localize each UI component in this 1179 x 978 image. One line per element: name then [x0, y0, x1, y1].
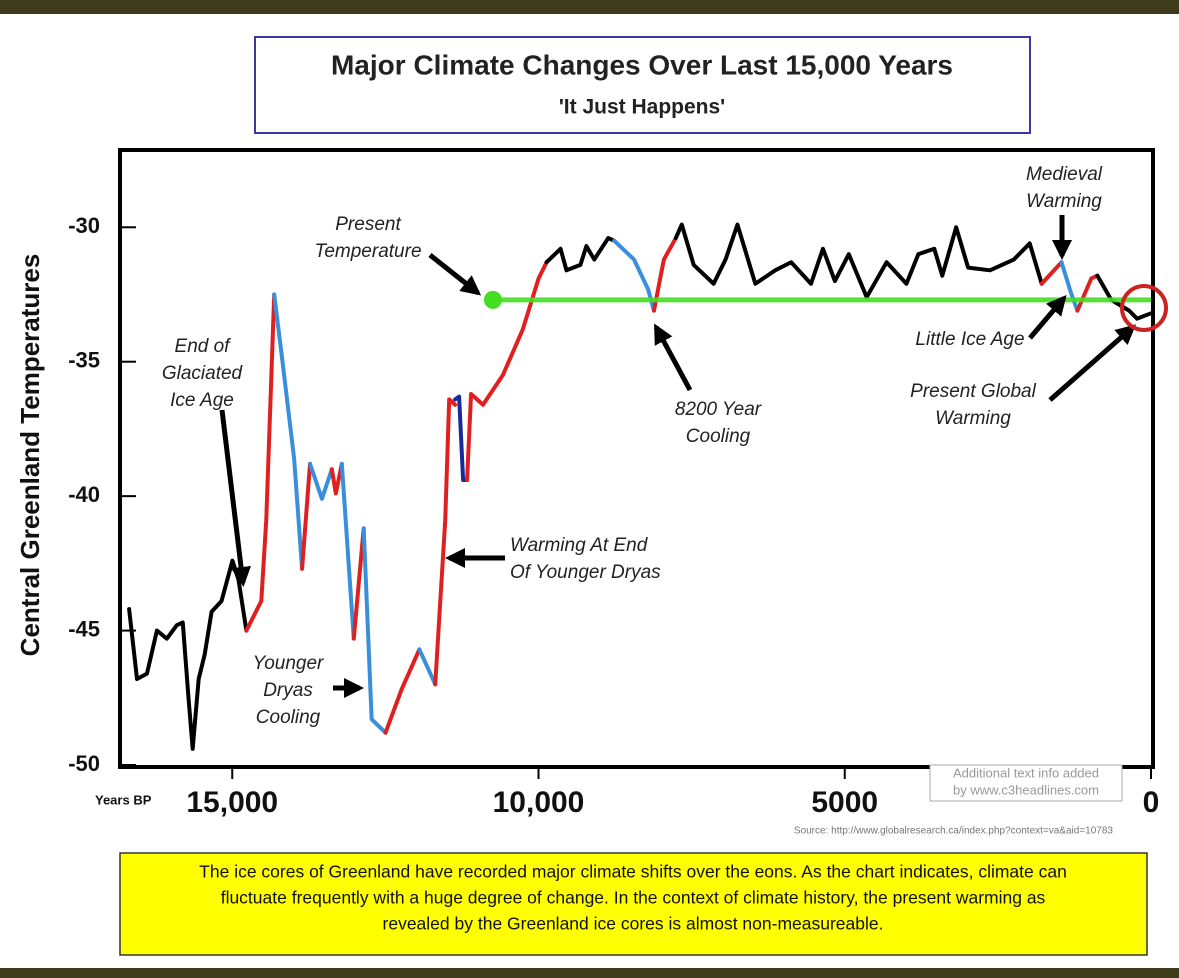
arrow [1048, 324, 1137, 402]
line-segment [308, 461, 334, 501]
chart-subtitle: 'It Just Happens' [559, 96, 725, 119]
caption: The ice cores of Greenland have recorded… [199, 862, 1067, 882]
x-tick-label: 0 [1143, 786, 1160, 819]
line-segment [339, 461, 356, 641]
y-tick-label: -35 [68, 348, 100, 373]
arrow [428, 253, 482, 296]
y-axis-label: Central Greenland Temperatures [15, 254, 45, 657]
line-segment [1039, 260, 1064, 286]
annotation: Warming [935, 408, 1011, 429]
arrows [219, 215, 1137, 698]
x-tick-label: 10,000 [493, 786, 585, 819]
line-segment [361, 526, 388, 735]
annotation: 8200 Year [675, 399, 762, 420]
top-bar [0, 0, 1179, 14]
source: Source: http://www.globalresearch.ca/ind… [794, 826, 1114, 837]
line-segment [272, 292, 305, 571]
line-segment [433, 397, 458, 687]
annotation: Dryas [263, 680, 313, 701]
watermark-box [929, 764, 1123, 802]
plot-frame [118, 148, 1155, 769]
watermark: by www.c3headlines.com [953, 782, 1099, 797]
annotation: Little Ice Age [915, 329, 1024, 350]
line-segment [244, 292, 277, 633]
x-tick-label: 5000 [811, 786, 878, 819]
caption-box [119, 852, 1148, 956]
highlight-circle [1120, 284, 1168, 332]
bottom-bar [0, 968, 1179, 978]
line-segment [417, 647, 438, 687]
line-segment [544, 236, 617, 273]
x-axis-label: Years BP [95, 792, 152, 807]
reference-dot [483, 290, 502, 309]
annotation: Cooling [256, 707, 321, 728]
y-tick-label: -40 [68, 482, 100, 507]
annotation: Ice Age [170, 390, 234, 411]
arrow [1028, 294, 1067, 340]
line-segment [1075, 273, 1100, 313]
y-tick-label: -30 [68, 213, 100, 238]
annotation: Present [335, 214, 401, 235]
line-segment [300, 461, 313, 571]
line-segment [329, 461, 344, 496]
arrow [219, 409, 251, 587]
annotation: Warming At End [510, 535, 649, 556]
line-segment [1095, 273, 1153, 321]
annotation: Warming [1026, 191, 1102, 212]
caption: revealed by the Greenland ice cores is a… [383, 914, 884, 934]
x-tick-label: 15,000 [186, 786, 278, 819]
line-segment [351, 526, 366, 641]
annotation: End of [175, 336, 232, 357]
line-segment [127, 558, 249, 751]
chart-title: Major Climate Changes Over Last 15,000 Y… [331, 49, 953, 80]
y-tick-label: -50 [68, 751, 100, 776]
line-segment [383, 647, 422, 735]
annotation: Younger [253, 653, 324, 674]
annotation: Cooling [686, 426, 751, 447]
annotation: Glaciated [162, 363, 244, 384]
line-segment [453, 394, 470, 483]
y-tick-label: -45 [68, 616, 100, 641]
watermark: Additional text info added [953, 765, 1099, 780]
annotation: Present Global [910, 381, 1036, 402]
annotation: Temperature [314, 241, 421, 262]
title-box [254, 36, 1031, 134]
annotation: Of Younger Dryas [510, 562, 661, 583]
line-segment [1059, 260, 1080, 313]
caption: fluctuate frequently with a huge degree … [221, 888, 1046, 908]
line-segment [673, 222, 1044, 300]
arrow [653, 323, 693, 392]
line-segment [651, 236, 678, 313]
annotation: Medieval [1026, 164, 1103, 185]
line-segment [465, 260, 549, 483]
